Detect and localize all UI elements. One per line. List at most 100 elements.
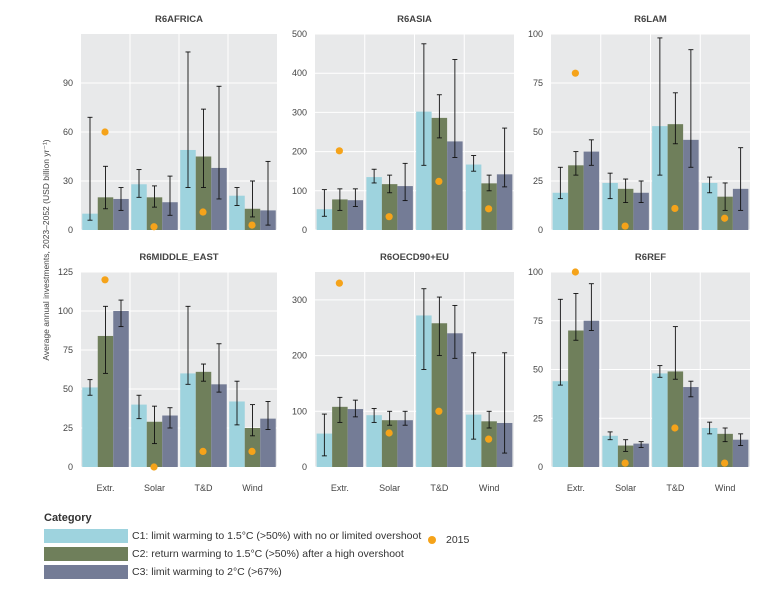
y-tick-label: 50 (533, 127, 543, 137)
error-bar (707, 176, 713, 194)
y-tick-label: 100 (292, 406, 307, 416)
legend-label-c3: C3: limit warming to 2°C (>67%) (132, 566, 282, 578)
y-tick-label: 0 (68, 462, 73, 472)
marker-2015 (721, 214, 729, 222)
error-bar (185, 305, 191, 385)
bar-wind-c2 (244, 428, 261, 467)
marker-2015 (721, 459, 729, 467)
bar-extr-c1 (552, 381, 569, 467)
error-bar (722, 427, 728, 443)
error-bar (672, 92, 678, 145)
error-bar (672, 326, 678, 380)
legend-swatch-c2 (44, 547, 128, 561)
error-bar (201, 363, 206, 382)
marker-2015 (385, 429, 393, 437)
panel-title: R6MIDDLE_EAST (139, 252, 218, 263)
legend-label-2015: 2015 (446, 534, 470, 546)
y-tick-label: 50 (533, 365, 543, 375)
x-tick-label: Extr. (567, 483, 585, 493)
legend-marker-2015 (428, 536, 436, 544)
panel-r6oecd90-eu: 0 100 200 300 R6OECD90+EU Extr. Solar T&D Wind (292, 252, 514, 493)
marker-2015 (199, 447, 207, 455)
x-tick-label: Wind (715, 483, 736, 493)
bar-solar-c2 (617, 188, 634, 230)
error-bar (118, 299, 124, 328)
bar-extr-c1 (82, 387, 98, 467)
error-bar (352, 399, 358, 418)
bar-td-c2 (667, 124, 684, 230)
error-bar (87, 379, 93, 396)
bar-solar-c3 (162, 415, 178, 467)
marker-2015 (571, 69, 579, 77)
legend-item-c2: C2: return warming to 1.5°C (>50%) after… (44, 545, 421, 563)
error-bar (607, 431, 613, 441)
error-bar (421, 288, 427, 370)
bar-solar-c2 (146, 421, 163, 467)
error-bar (436, 296, 442, 357)
bar-extr-c3 (113, 311, 129, 467)
error-bar (265, 160, 271, 226)
error-bar (216, 85, 222, 200)
bar-wind-c1 (229, 195, 245, 230)
legend-item-2015: 2015 (428, 534, 469, 546)
bar-solar-c1 (602, 182, 618, 230)
error-bar (216, 343, 222, 393)
bar-wind-c2 (717, 196, 733, 230)
bar-extr-c3 (113, 198, 129, 230)
error-bar (152, 405, 157, 445)
y-tick-label: 300 (292, 295, 307, 305)
error-bar (136, 394, 142, 420)
legend-title: Category (44, 512, 92, 524)
y-tick-label: 100 (58, 306, 73, 316)
bar-extr-c2 (332, 406, 348, 467)
bar-solar-c1 (131, 184, 147, 230)
legend-item-c1: C1: limit warming to 1.5°C (>50%) with n… (44, 527, 421, 545)
y-tick-label: 75 (533, 78, 543, 88)
y-tick-label: 300 (292, 107, 307, 117)
marker-2015 (199, 208, 207, 216)
x-tick-label: Wind (242, 483, 263, 493)
bar-extr-c3 (583, 151, 600, 230)
x-tick-label: Extr. (331, 483, 349, 493)
bar-extr-c1 (552, 192, 569, 230)
x-tick-label: Extr. (96, 483, 114, 493)
bar-extr-c2 (97, 335, 114, 467)
marker-2015 (335, 279, 343, 287)
bar-td-c2 (431, 323, 448, 467)
bar-solar-c3 (162, 202, 178, 230)
bar-solar-c2 (146, 197, 163, 230)
error-bar (738, 147, 744, 211)
panel-title: R6REF (635, 252, 666, 263)
error-bar (234, 187, 240, 206)
error-bar (588, 139, 594, 166)
bar-wind-c2 (717, 433, 733, 467)
panel-r6asia: 0 100 200 300 400 500 R6ASIA (292, 14, 514, 235)
bar-td-c1 (180, 373, 196, 467)
y-tick-label: 0 (302, 225, 307, 235)
error-bar (502, 352, 508, 454)
marker-2015 (335, 147, 343, 155)
y-tick-label: 400 (292, 68, 307, 78)
marker-2015 (248, 221, 256, 229)
bar-wind-c3 (496, 174, 513, 230)
bar-td-c3 (211, 384, 227, 467)
y-tick-label: 500 (292, 29, 307, 39)
y-tick-label: 0 (538, 225, 543, 235)
marker-2015 (150, 463, 158, 471)
y-tick-label: 100 (528, 29, 543, 39)
bar-wind-c1 (229, 401, 245, 467)
marker-2015 (385, 213, 393, 221)
bar-extr-c2 (568, 330, 584, 467)
legend-label-c1: C1: limit warming to 1.5°C (>50%) with n… (132, 530, 422, 542)
y-tick-label: 25 (63, 423, 73, 433)
error-bar (265, 401, 271, 431)
error-bar (588, 283, 594, 331)
error-bar (452, 304, 458, 359)
bar-solar-c2 (381, 420, 398, 467)
bar-td-c1 (416, 315, 432, 467)
panel-r6africa: 0 30 60 90 R6AFRICA (63, 14, 277, 235)
panel-r6lam: 0 25 50 75 100 R6LAM (528, 14, 750, 235)
error-bar (152, 185, 157, 208)
bar-extr-c3 (583, 320, 600, 467)
bar-wind-c1 (465, 164, 482, 230)
